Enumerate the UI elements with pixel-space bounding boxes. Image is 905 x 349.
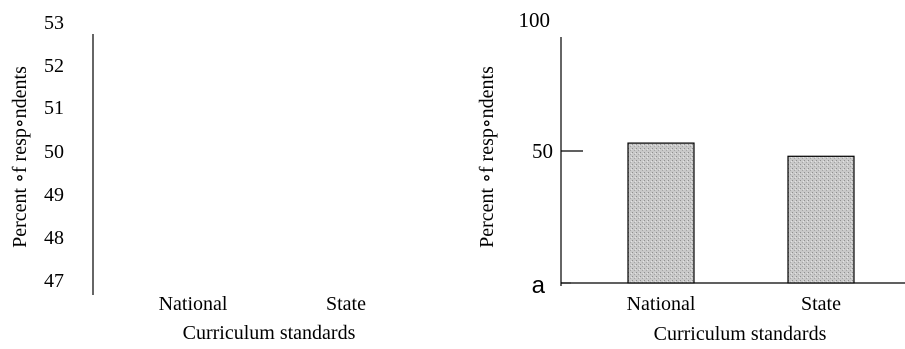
right-chart: 100 50 a Percent ∘f resp∘ndents National… xyxy=(476,8,905,345)
left-ytick-51: 51 xyxy=(44,97,64,119)
left-ytick-52: 52 xyxy=(44,55,64,77)
bar-national xyxy=(627,142,695,284)
right-x-axis-label: Curriculum standards xyxy=(654,323,827,345)
right-y-axis-label: Percent ∘f resp∘ndents xyxy=(476,66,498,248)
left-ytick-53: 53 xyxy=(44,12,64,34)
left-y-axis-label: Percent ∘f resp∘ndents xyxy=(9,66,31,248)
right-bars xyxy=(627,142,855,284)
right-ytick-100: 100 xyxy=(519,8,551,32)
right-category-label-state: State xyxy=(801,293,841,315)
left-x-axis-label: Curriculum standards xyxy=(183,322,356,344)
right-ytick-0: a xyxy=(532,272,546,299)
bar-state xyxy=(787,155,855,284)
left-category-label-state: State xyxy=(326,293,366,315)
left-ytick-50: 50 xyxy=(44,141,64,163)
left-chart: 53 52 51 50 49 48 47 Percent ∘f resp∘nde… xyxy=(9,12,366,344)
left-ytick-49: 49 xyxy=(44,184,64,206)
right-category-label-national: National xyxy=(627,293,696,315)
left-y-ticks: 53 52 51 50 49 48 47 xyxy=(44,12,64,292)
left-category-label-national: National xyxy=(159,293,228,315)
right-ytick-50: 50 xyxy=(532,139,553,163)
left-ytick-47: 47 xyxy=(44,270,64,292)
left-ytick-48: 48 xyxy=(44,227,64,249)
